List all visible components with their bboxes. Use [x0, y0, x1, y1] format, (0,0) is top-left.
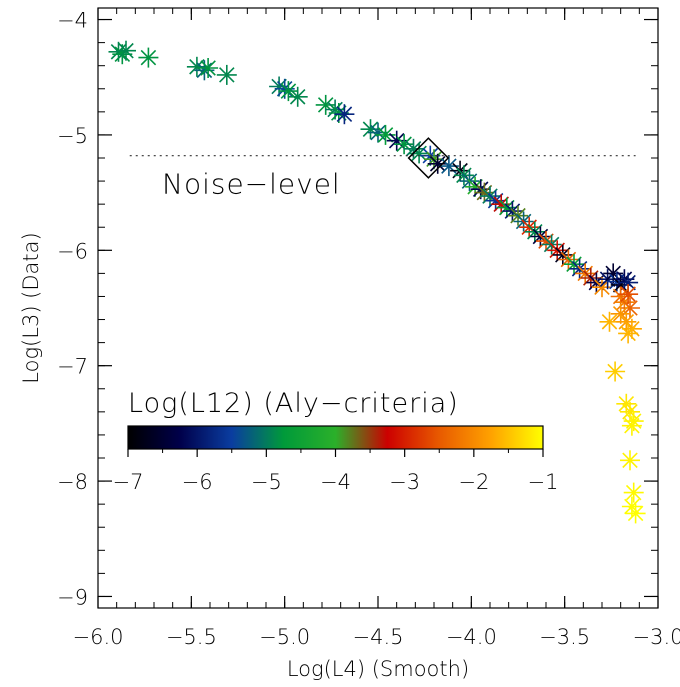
noise-level-label: Noise−level: [162, 168, 341, 201]
data-point: [116, 40, 136, 61]
x-tick-label: −6.0: [73, 625, 124, 649]
data-point: [616, 393, 637, 414]
x-axis-title: Log(L4) (Smooth): [287, 657, 469, 681]
data-point: [625, 503, 646, 524]
colorbar-tick-label: −4: [320, 470, 351, 494]
x-tick-label: −4.5: [353, 625, 404, 649]
data-point: [216, 64, 237, 85]
data-point: [621, 415, 642, 436]
highlight-diamond: [407, 137, 450, 179]
data-point: [360, 119, 381, 140]
data-point: [605, 361, 626, 382]
y-axis-title: Log(L3) (Data): [19, 232, 43, 383]
data-point: [474, 182, 495, 203]
data-point: [536, 231, 556, 252]
colorbar: [127, 425, 544, 450]
data-point: [198, 58, 219, 78]
data-point: [620, 450, 640, 471]
colorbar-tick-label: −1: [528, 470, 559, 494]
y-axis: −9 −8 −7 −6 −5 −4: [57, 9, 658, 609]
colorbar-tick-label: −7: [113, 470, 144, 494]
data-point: [623, 482, 644, 503]
x-tick-label: −3.0: [633, 625, 680, 649]
y-tick-label: −5: [57, 124, 88, 148]
x-tick-label: −5.5: [166, 625, 217, 649]
data-point: [618, 323, 639, 344]
data-point: [138, 47, 159, 68]
colorbar-tick-label: −5: [251, 470, 282, 494]
data-point: [485, 190, 506, 211]
data-point: [599, 311, 620, 332]
data-point: [375, 124, 396, 145]
x-tick-label: −5.0: [259, 625, 310, 649]
data-point: [334, 104, 355, 125]
x-tick-label: −4.0: [446, 625, 497, 649]
y-tick-label: −4: [57, 9, 88, 33]
data-point: [618, 284, 639, 305]
y-tick-label: −7: [57, 355, 88, 379]
y-tick-label: −9: [57, 585, 88, 609]
points-layer: [108, 40, 646, 524]
colorbar-tick-label: −3: [389, 470, 420, 494]
colorbar-title: Log(L12) (Aly−criteria): [128, 388, 459, 419]
y-tick-label: −6: [57, 239, 88, 263]
data-point: [465, 176, 486, 197]
data-point: [496, 197, 517, 218]
x-axis: −6.0 −5.5 −5.0 −4.5 −4.0 −3.5 −3.0: [73, 8, 680, 649]
colorbar-tick-label: −2: [458, 470, 489, 494]
colorbar-tick-label: −6: [182, 470, 213, 494]
data-point: [603, 263, 624, 284]
x-tick-label: −3.5: [539, 625, 590, 649]
y-tick-label: −8: [57, 470, 88, 494]
colorbar-ticks: −7 −6 −5 −4 −3 −2 −1: [113, 449, 559, 494]
data-point: [287, 86, 308, 107]
plot-frame: [97, 7, 659, 609]
data-point: [278, 81, 299, 102]
data-point: [620, 298, 640, 318]
data-point: [620, 401, 640, 422]
